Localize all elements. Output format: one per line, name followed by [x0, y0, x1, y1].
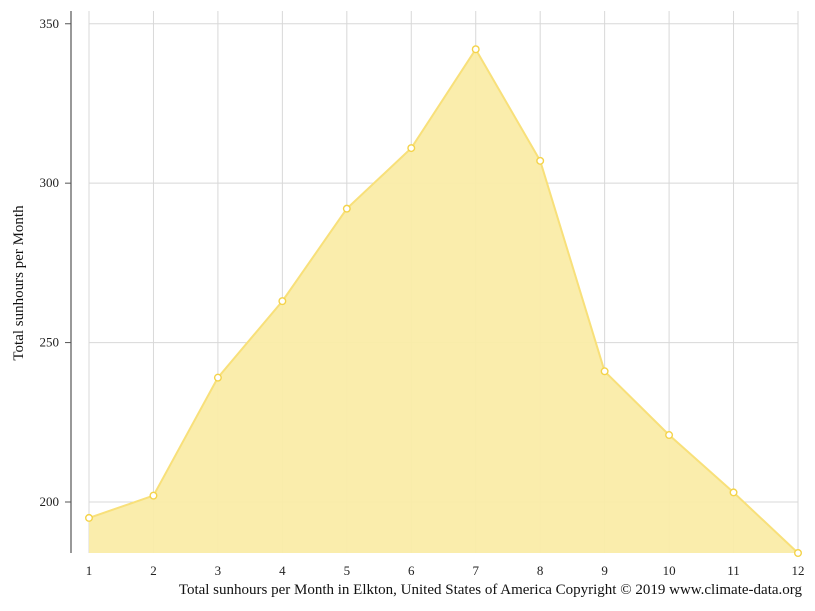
x-tick-label: 2 — [150, 563, 157, 578]
sunhours-area-fill — [89, 49, 798, 554]
y-tick-label: 200 — [40, 494, 60, 509]
data-point — [278, 297, 287, 306]
data-point — [342, 204, 351, 213]
x-tick-label: 7 — [472, 563, 479, 578]
data-point — [471, 45, 480, 54]
x-tick-label: 1 — [86, 563, 93, 578]
data-markers — [84, 45, 803, 558]
y-tick-label: 250 — [40, 335, 60, 350]
x-tick-label: 4 — [279, 563, 286, 578]
chart-footer-caption: Total sunhours per Month in Elkton, Unit… — [178, 582, 802, 598]
x-tick-label: 11 — [727, 563, 740, 578]
x-tick-label: 8 — [537, 563, 544, 578]
x-tick-label: 3 — [215, 563, 222, 578]
y-axis-title: Total sunhours per Month — [11, 205, 27, 361]
data-point — [600, 367, 609, 376]
data-point — [407, 144, 416, 153]
x-tick-label: 9 — [601, 563, 608, 578]
data-point — [794, 549, 803, 558]
data-point — [84, 513, 93, 522]
sunhours-series-line — [88, 47, 799, 554]
x-tick-label: 6 — [408, 563, 415, 578]
data-point — [149, 491, 158, 500]
x-tick-label: 10 — [663, 563, 676, 578]
data-point — [729, 488, 738, 497]
y-tick-label: 350 — [40, 16, 60, 31]
data-point — [213, 373, 222, 382]
plot-area — [88, 47, 799, 554]
x-tick-label: 5 — [344, 563, 351, 578]
y-tick-label: 300 — [40, 175, 60, 190]
data-point — [536, 156, 545, 165]
x-tick-label: 12 — [792, 563, 805, 578]
data-point — [665, 431, 674, 440]
